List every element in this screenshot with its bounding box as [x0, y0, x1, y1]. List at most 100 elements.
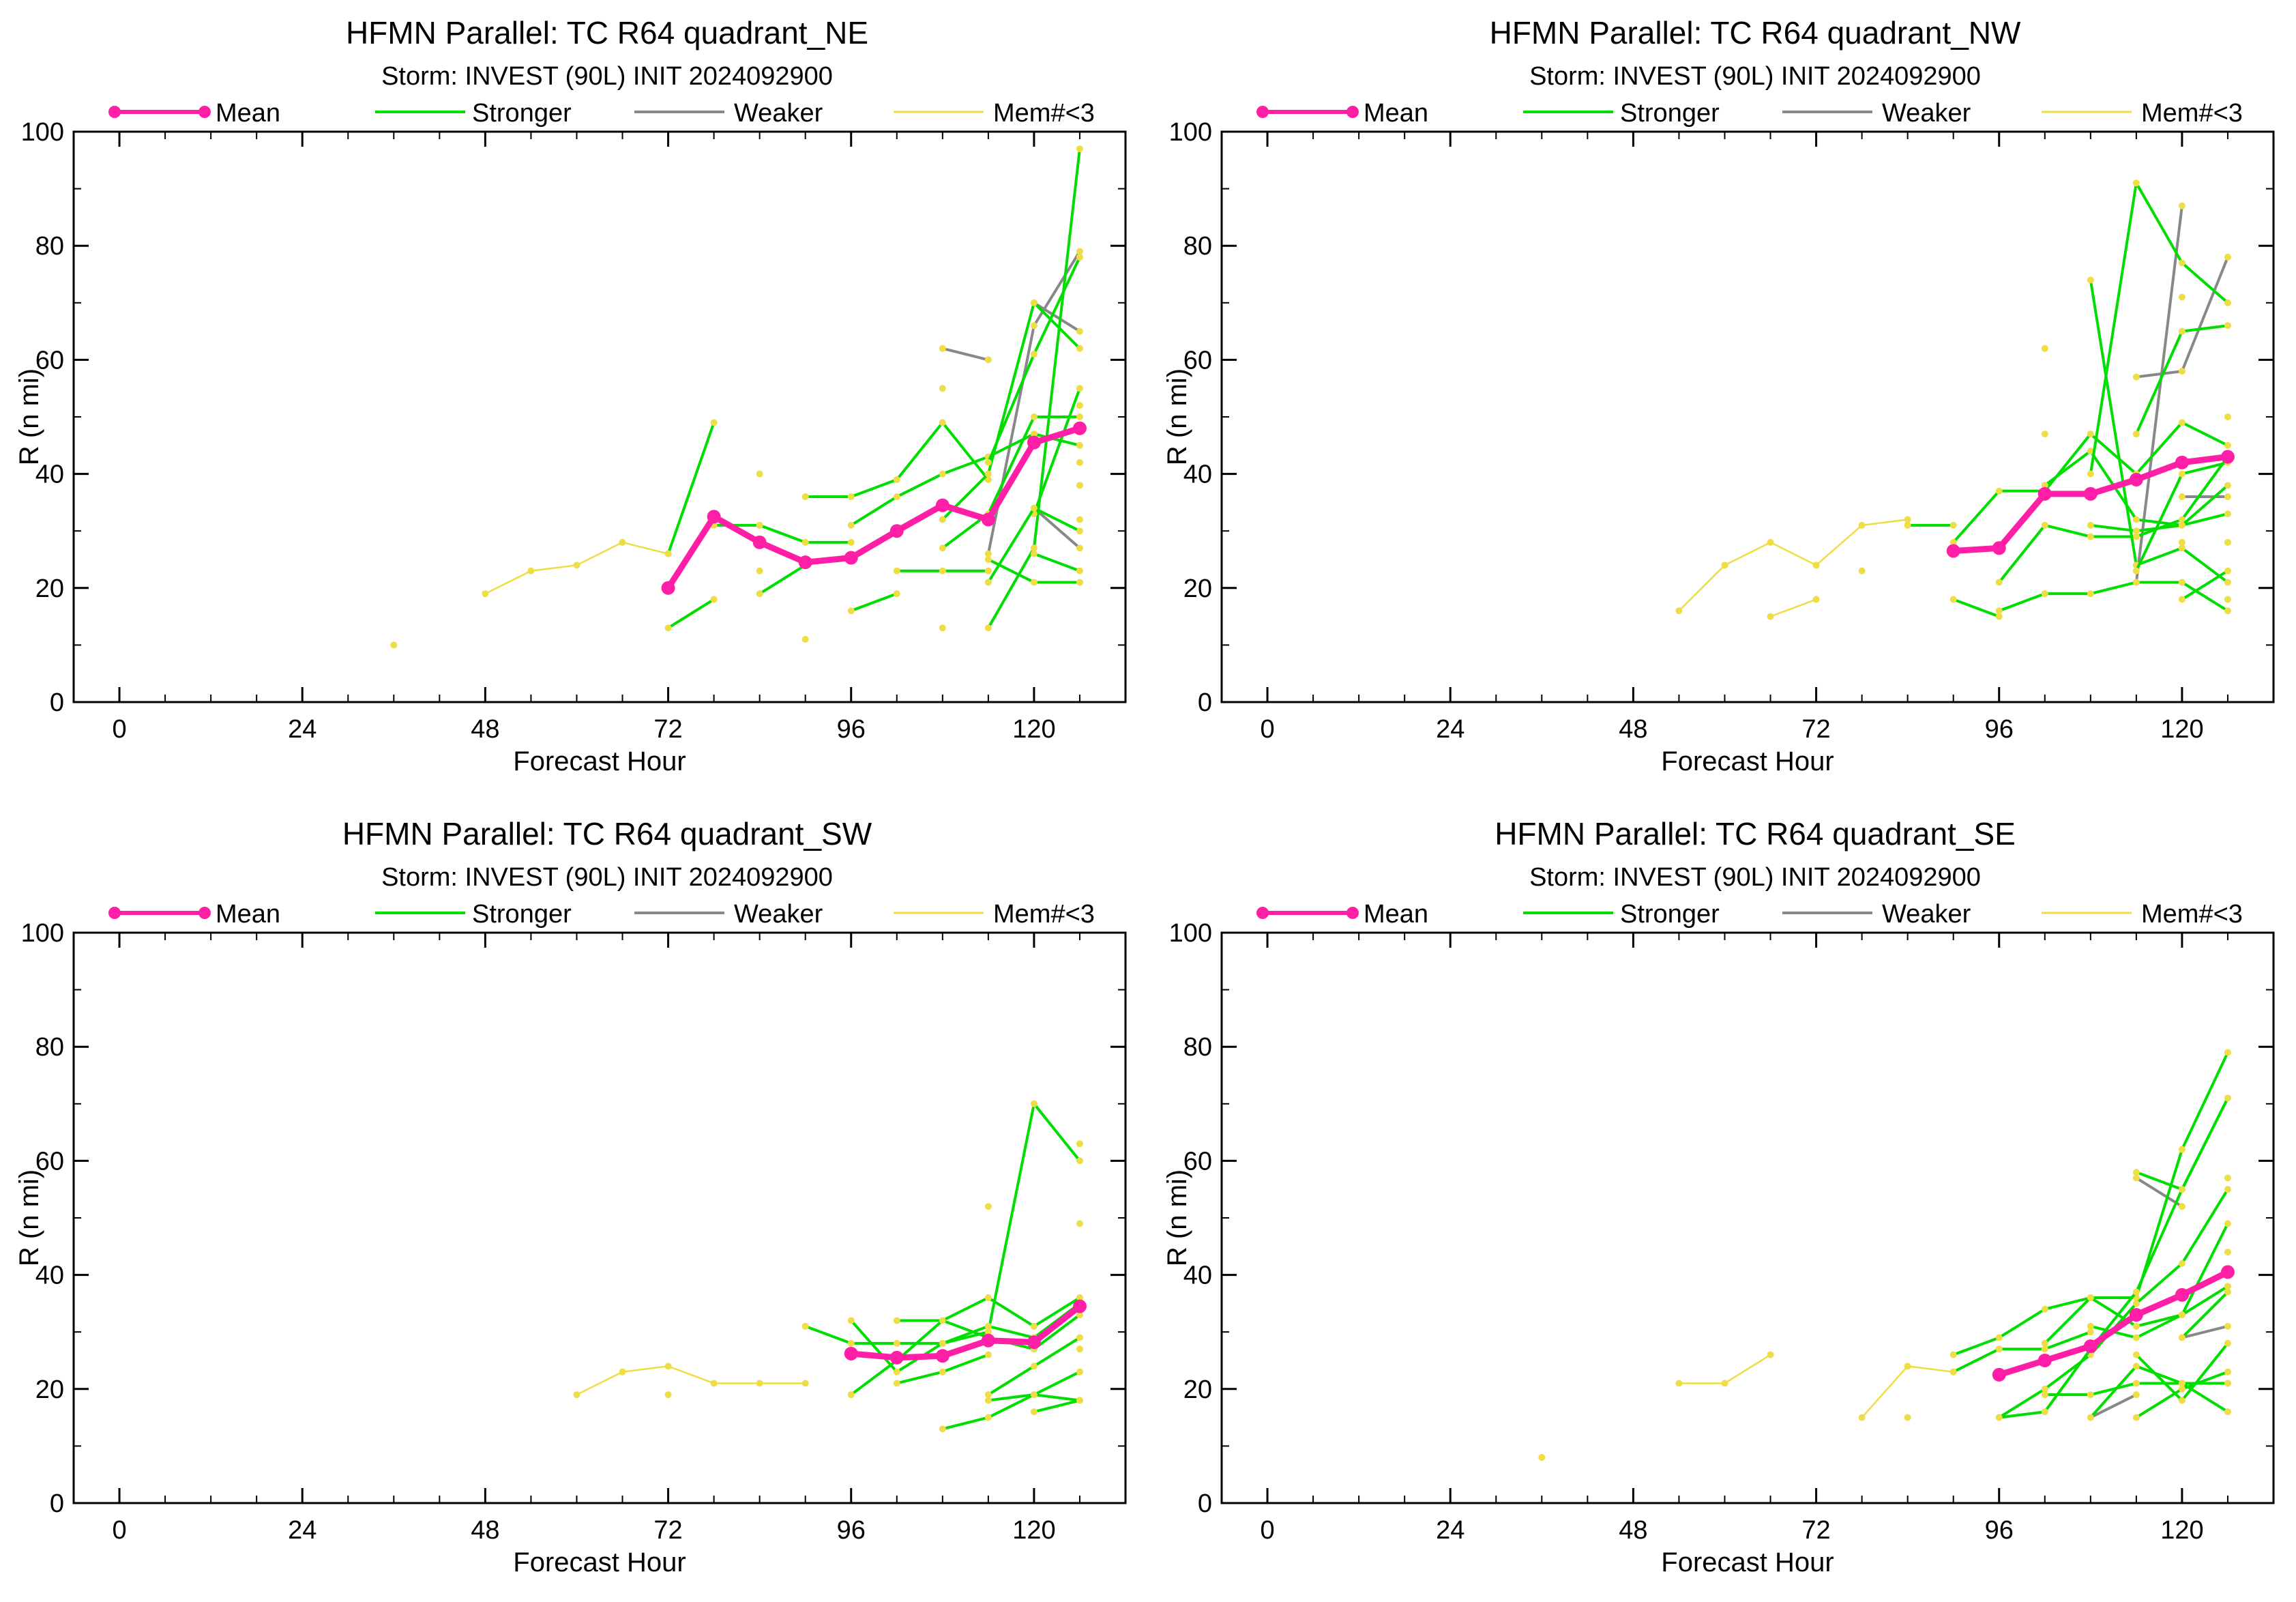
stronger-track-line — [1997, 581, 2229, 613]
few-members-track-point — [756, 470, 763, 478]
stronger-track-point — [2087, 1328, 2094, 1336]
mean-track-point — [935, 498, 950, 512]
stronger-track-point — [1030, 413, 1037, 420]
y-tick-label: 0 — [50, 1489, 64, 1518]
stronger-track-point — [939, 567, 946, 574]
stronger-track-point — [2178, 1259, 2185, 1267]
x-tick-label: 24 — [1436, 715, 1465, 744]
stronger-track-point — [2224, 1408, 2231, 1416]
stronger-track-point — [2132, 567, 2140, 574]
stronger-track-point — [1030, 351, 1037, 358]
x-tick-label: 120 — [1012, 1516, 1055, 1545]
legend-mean-marker — [108, 106, 121, 118]
stronger-track-line — [1032, 387, 1081, 516]
plot-frame — [72, 931, 1127, 1504]
stronger-track-point — [2224, 510, 2231, 518]
stronger-track-point — [2087, 431, 2094, 438]
stronger-track-point — [1030, 1363, 1037, 1370]
stronger-track-point — [1076, 253, 1083, 261]
stronger-track-point — [2224, 1186, 2231, 1193]
stronger-track-point — [1030, 299, 1037, 306]
stronger-track-point — [2224, 1288, 2231, 1296]
stronger-track-line — [2180, 569, 2229, 601]
weaker-track-point — [2224, 253, 2231, 261]
stronger-track-point — [2041, 1385, 2048, 1393]
stronger-track-point — [1949, 596, 1957, 603]
stronger-track-point — [2132, 533, 2140, 540]
few-members-track-point — [482, 590, 489, 598]
stronger-track-point — [2178, 1380, 2185, 1387]
stronger-track-point — [1076, 1311, 1083, 1319]
legend-stronger-label: Stronger — [472, 99, 572, 128]
stronger-track-point — [1076, 579, 1083, 586]
stronger-track-point — [893, 567, 900, 574]
weaker-track-point — [984, 356, 992, 364]
stronger-track-point — [939, 1339, 946, 1347]
weaker-track-point — [2132, 1174, 2140, 1182]
stronger-track-line — [804, 1102, 1081, 1345]
y-axis-label: R (n mi) — [14, 1169, 44, 1266]
stronger-track-point — [2041, 521, 2048, 529]
legend-stronger-label: Stronger — [1620, 99, 1720, 128]
stronger-track-point — [2041, 1345, 2048, 1353]
stronger-track-line — [1997, 455, 2229, 584]
stronger-track-point — [1949, 521, 1957, 529]
stronger-track-point — [2087, 521, 2094, 529]
legend-mean-marker — [198, 106, 211, 118]
y-tick-label: 0 — [1198, 1489, 1212, 1518]
stronger-track-point — [984, 1351, 992, 1358]
mean-track-point — [1992, 1367, 2006, 1382]
weaker-track-point — [2224, 493, 2231, 501]
chart-subtitle: Storm: INVEST (90L) INIT 2024092900 — [381, 62, 833, 91]
stronger-track-line — [2089, 512, 2229, 533]
stronger-track-line — [1952, 1330, 2092, 1373]
stronger-track-line — [849, 592, 898, 613]
mean-track-point — [2083, 1339, 2098, 1354]
x-tick-label: 48 — [1619, 715, 1647, 744]
x-tick-label: 96 — [837, 1516, 866, 1545]
mean-track-point — [752, 535, 767, 549]
stronger-track-point — [847, 1391, 855, 1399]
stronger-track-line — [666, 421, 716, 555]
stronger-track-point — [2178, 419, 2185, 426]
few-members-track-point — [2224, 538, 2231, 546]
stronger-track-point — [847, 1339, 855, 1347]
stronger-track-point — [710, 596, 718, 603]
stronger-track-point — [2087, 590, 2094, 598]
x-tick-label: 96 — [1985, 1516, 2014, 1545]
stronger-track-point — [984, 1414, 992, 1421]
stronger-track-point — [2132, 527, 2140, 535]
stronger-track-point — [1076, 345, 1083, 352]
legend-few-members-label: Mem#<3 — [993, 900, 1095, 929]
stronger-track-point — [1949, 1351, 1957, 1358]
few-members-track-point — [1812, 596, 1820, 603]
few-members-track-point — [939, 624, 946, 632]
stronger-track-point — [2132, 431, 2140, 438]
x-tick-label: 0 — [1260, 1516, 1274, 1545]
few-members-track-line — [1678, 519, 1909, 612]
stronger-track-point — [893, 1380, 900, 1387]
mean-track-point — [2129, 1308, 2143, 1322]
stronger-track-line — [2089, 181, 2229, 476]
mean-track-point — [981, 1333, 995, 1348]
few-members-track-point — [1076, 402, 1083, 409]
few-members-track-point — [939, 385, 946, 392]
stronger-track-point — [2178, 579, 2185, 586]
x-axis-label: Forecast Hour — [513, 1547, 686, 1577]
y-tick-label: 100 — [21, 118, 64, 147]
y-axis-label: R (n mi) — [1162, 368, 1192, 465]
x-tick-label: 48 — [471, 1516, 499, 1545]
stronger-track-point — [2087, 470, 2094, 478]
stronger-track-point — [984, 1328, 992, 1336]
stronger-track-line — [2089, 1365, 2229, 1419]
stronger-track-point — [1076, 567, 1083, 574]
weaker-track-point — [1030, 322, 1037, 330]
few-members-track-point — [1675, 607, 1683, 615]
legend-mean-marker — [1346, 106, 1359, 118]
legend-stronger-label: Stronger — [472, 900, 572, 929]
few-members-track-point — [1076, 1345, 1083, 1353]
stronger-track-point — [893, 590, 900, 598]
y-tick-label: 100 — [1169, 919, 1212, 948]
few-members-track-point — [2224, 1249, 2231, 1256]
few-members-track-point — [1904, 1414, 1911, 1421]
